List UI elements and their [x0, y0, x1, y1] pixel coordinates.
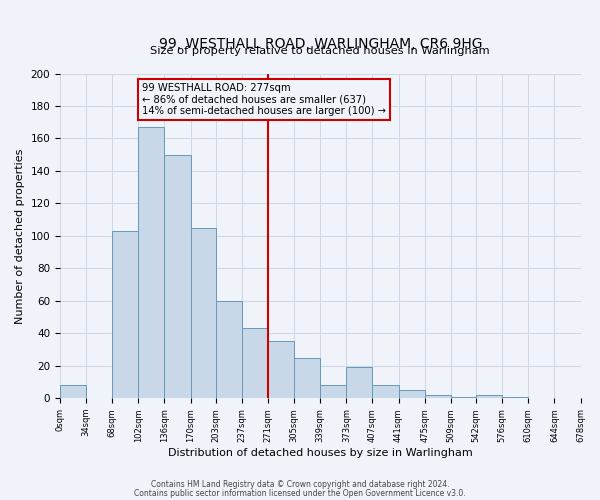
Bar	[112, 231, 139, 398]
Text: Contains public sector information licensed under the Open Government Licence v3: Contains public sector information licen…	[134, 488, 466, 498]
Title: 99, WESTHALL ROAD, WARLINGHAM, CR6 9HG: 99, WESTHALL ROAD, WARLINGHAM, CR6 9HG	[158, 38, 482, 52]
Bar	[139, 127, 164, 398]
Bar	[268, 342, 294, 398]
Y-axis label: Number of detached properties: Number of detached properties	[15, 148, 25, 324]
Bar	[502, 396, 528, 398]
Bar	[451, 396, 476, 398]
Bar	[320, 385, 346, 398]
Bar	[425, 395, 451, 398]
Bar	[191, 228, 216, 398]
X-axis label: Distribution of detached houses by size in Warlingham: Distribution of detached houses by size …	[168, 448, 473, 458]
Bar	[164, 154, 191, 398]
Bar	[373, 385, 398, 398]
Bar	[60, 385, 86, 398]
Bar	[476, 395, 502, 398]
Bar	[346, 368, 373, 398]
Text: Size of property relative to detached houses in Warlingham: Size of property relative to detached ho…	[151, 46, 490, 56]
Text: Contains HM Land Registry data © Crown copyright and database right 2024.: Contains HM Land Registry data © Crown c…	[151, 480, 449, 489]
Bar	[242, 328, 268, 398]
Text: 99 WESTHALL ROAD: 277sqm
← 86% of detached houses are smaller (637)
14% of semi-: 99 WESTHALL ROAD: 277sqm ← 86% of detach…	[142, 83, 386, 116]
Bar	[294, 358, 320, 398]
Bar	[398, 390, 425, 398]
Bar	[216, 301, 242, 398]
